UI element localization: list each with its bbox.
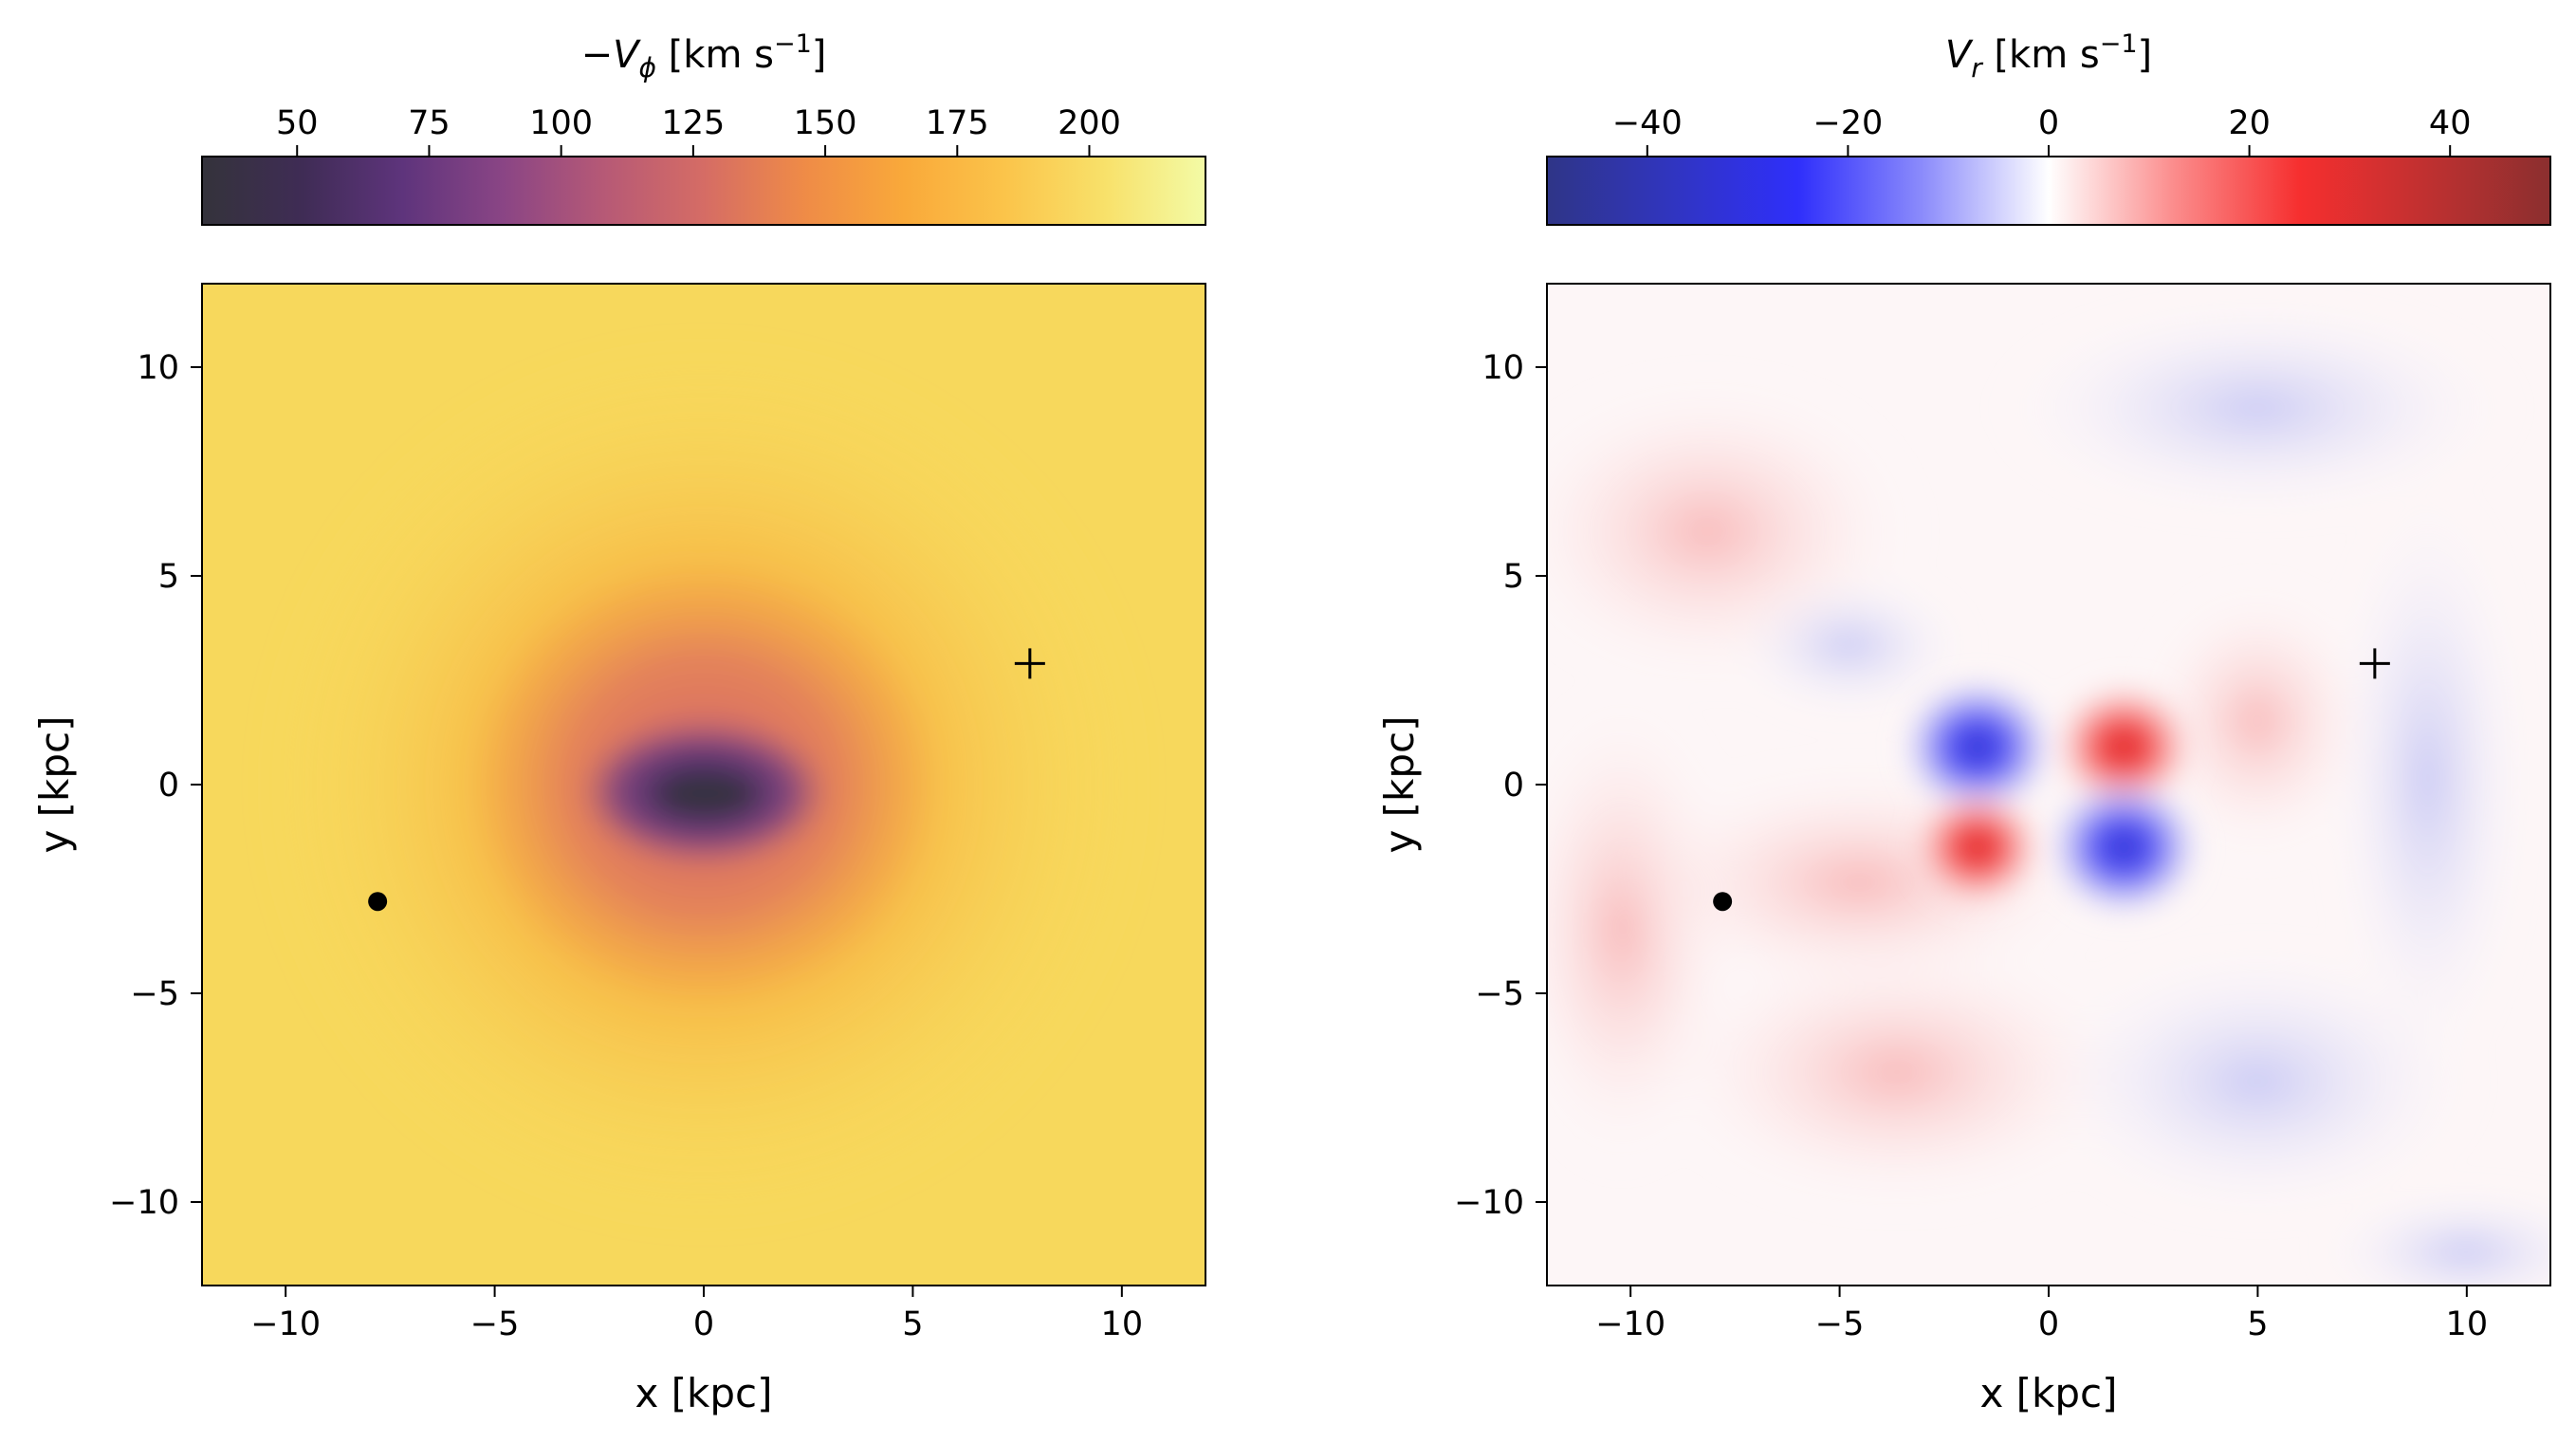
y-tick-label: 10 [137,349,179,387]
vphi-colorbar [201,156,1206,226]
y-tick-label: −10 [109,1184,179,1222]
x-tick-label: 10 [1101,1305,1144,1343]
colorbar-tick-label: 50 [276,104,319,142]
vr-colorbar-ticks: −40 −20 0 20 40 [1612,104,2472,157]
vr-ylabel: y [kpc] [1376,715,1423,853]
x-tick-label: 5 [2247,1305,2268,1343]
vphi-ylabel: y [kpc] [31,715,78,853]
colorbar-tick-label: −40 [1612,104,1683,142]
colorbar-tick-label: 200 [1058,104,1121,142]
vphi-heatmap [202,284,1205,1286]
y-tick-label: −5 [130,975,179,1013]
y-tick-label: −10 [1454,1184,1524,1222]
colorbar-tick-label: 175 [926,104,989,142]
vphi-markers [368,648,1045,912]
vr-markers [1713,648,2390,912]
vr-axes: −10 −5 0 5 10 10 5 0 −5 −10 [1454,349,2488,1343]
colorbar-tick-label: 20 [2228,104,2271,142]
negative-velocity-blob [1899,675,2056,818]
vr-panel: −40 −20 0 20 40 Vr [km s−1] −10 −5 0 [1376,29,2551,1416]
x-tick-label: 0 [2038,1305,2059,1343]
vr-colorbar [1546,156,2551,226]
y-tick-label: 5 [1503,558,1524,596]
x-tick-label: 0 [693,1305,714,1343]
positive-velocity-blob [1910,786,2045,908]
y-tick-label: 0 [158,767,179,805]
y-tick-label: 10 [1481,349,1524,387]
plus-marker [1014,648,1045,679]
vphi-colorbar-label: −Vϕ [km s−1] [581,29,827,83]
negative-velocity-blob [2045,776,2202,918]
x-tick-label: 5 [902,1305,923,1343]
sun-position-marker [368,892,388,912]
vr-quadrant-blobs [1899,675,2202,918]
y-tick-label: 0 [1503,767,1524,805]
x-tick-label: −10 [250,1305,321,1343]
colorbar-tick-label: 0 [2038,104,2059,142]
vphi-xlabel: x [kpc] [635,1370,772,1416]
colorbar-tick-label: 100 [529,104,593,142]
x-tick-label: −5 [470,1305,520,1343]
sun-position-marker [1713,892,1733,912]
x-tick-label: −10 [1595,1305,1665,1343]
vphi-colorbar-ticks: 50 75 100 125 150 175 200 [276,104,1121,157]
y-tick-label: −5 [1475,975,1524,1013]
x-tick-label: 10 [2446,1305,2489,1343]
vr-xlabel: x [kpc] [1979,1370,2117,1416]
x-tick-label: −5 [1815,1305,1865,1343]
y-tick-label: 5 [158,558,179,596]
colorbar-tick-label: 125 [661,104,725,142]
colorbar-tick-label: 40 [2429,104,2472,142]
plus-marker [2359,648,2390,679]
vr-heatmap [1547,284,2550,1286]
vphi-panel: 50 75 100 125 150 175 200 −Vϕ [km s−1] −10 −5 0 5… [31,29,1206,1416]
vphi-axes: −10 −5 0 5 10 10 5 0 −5 −10 [109,349,1143,1343]
colorbar-tick-label: −20 [1812,104,1883,142]
vr-colorbar-label: Vr [km s−1] [1945,29,2152,83]
colorbar-tick-label: 150 [794,104,857,142]
positive-velocity-blob [2051,680,2198,814]
colorbar-tick-label: 75 [408,104,451,142]
